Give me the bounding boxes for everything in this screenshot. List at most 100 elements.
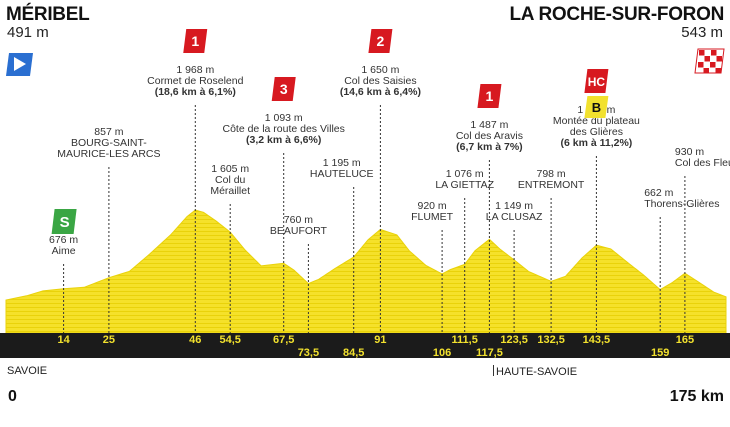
point-label: 676 m Aime (49, 234, 78, 257)
km-tick-label: 46 (189, 334, 201, 346)
climb-category-icon: 1 (477, 84, 502, 108)
climb-category-text: 3 (280, 81, 288, 97)
km-tick-label: 73,5 (298, 347, 319, 359)
point-name: Col des Aravis (456, 130, 523, 142)
point-label: 1 149 m LA CLUSAZ (486, 200, 543, 223)
point-name: LA CLUSAZ (486, 211, 543, 223)
point-name: Col du (215, 174, 246, 186)
finish-check-square (704, 56, 710, 62)
finish-check-square (699, 50, 705, 56)
point-altitude: 930 m (675, 146, 704, 158)
climb-category-text: 2 (377, 33, 385, 49)
bonus-icon: B (584, 96, 609, 118)
km-tick-label: 143,5 (583, 334, 611, 346)
sprint-flag-shape (51, 209, 77, 234)
bonus-text: B (592, 100, 601, 115)
point-name: Montée du plateau (553, 115, 640, 127)
point-altitude: 1 650 m (361, 64, 399, 76)
point-altitude: 798 m (537, 168, 566, 180)
finish-flag-icon (694, 48, 725, 74)
distance-start-label: 0 (8, 388, 17, 405)
point-altitude: 857 m (94, 126, 123, 138)
km-tick-label: 117,5 (476, 347, 503, 359)
km-tick-label: 106 (433, 347, 451, 359)
climb-detail: (3,2 km à 6,6%) (246, 134, 321, 146)
finish-check-square (703, 68, 709, 74)
point-name: MAURICE-LES ARCS (57, 148, 160, 160)
climb-detail: (6 km à 11,2%) (561, 137, 633, 149)
climb-flag-shape (584, 69, 609, 93)
point-altitude: 1 968 m (176, 64, 214, 76)
point-label: 1 605 m Col du Méraillet (210, 163, 250, 197)
start-arrow-shape (14, 57, 26, 71)
km-tick-label: 67,5 (273, 334, 294, 346)
point-label: 857 m BOURG-SAINT-MAURICE-LES ARCS (57, 126, 160, 160)
climb-detail: (18,6 km à 6,1%) (155, 86, 236, 98)
finish-check-square (715, 68, 721, 74)
point-name: des Glières (570, 126, 623, 138)
point-label: 1 093 m Côte de la route des Villes (3,2 k… (223, 112, 345, 146)
finish-town-name: LA ROCHE-SUR-FORON (509, 4, 725, 25)
finish-check-square (710, 62, 716, 68)
km-tick-label: 123,5 (500, 334, 528, 346)
region-name: HAUTE-SAVOIE (496, 366, 578, 378)
point-label: 1 968 m Cormet de Roselend (18,6 km à 6,1%… (147, 64, 243, 98)
finish-check-square (716, 56, 722, 62)
point-label: 1 076 m LA GIETTAZ (435, 168, 494, 191)
climb-category-text: 1 (486, 88, 494, 104)
point-altitude: 1 076 m (446, 168, 484, 180)
sprint-text: S (60, 214, 70, 231)
point-name: BEAUFORT (270, 225, 328, 237)
point-label: 1 487 m Col des Aravis (6,7 km à 7%) (456, 119, 523, 153)
km-tick-label: 165 (676, 334, 694, 346)
climb-flag-shape (477, 84, 502, 108)
hc-climb-icon: HC (584, 69, 609, 93)
point-name: Col des Fleuries (675, 157, 730, 169)
point-label: 920 m FLUMET (411, 200, 454, 223)
climb-detail: (6,7 km à 7%) (456, 141, 523, 153)
region-label-savoie: SAVOIE (7, 365, 48, 377)
start-town-name: MÉRIBEL (6, 4, 90, 25)
km-tick-label: 25 (103, 334, 115, 346)
distance-end-label: 175 km (669, 388, 724, 405)
point-altitude: 1 149 m (495, 200, 533, 212)
point-name: BOURG-SAINT- (71, 137, 147, 149)
point-name: FLUMET (411, 211, 454, 223)
start-altitude: 491 m (7, 24, 49, 41)
point-label: 662 m Thorens-Glières (644, 187, 719, 210)
point-altitude: 662 m (644, 187, 673, 199)
point-name: Col des Saisies (344, 75, 416, 87)
point-altitude: 1 195 m (323, 157, 361, 169)
finish-check-square (711, 50, 717, 56)
point-altitude: 1 605 m (211, 163, 249, 175)
km-tick-label: 54,5 (219, 334, 240, 346)
point-altitude: 1 093 m (265, 112, 303, 124)
climb-category-icon: 1 (183, 29, 208, 53)
point-altitude: 760 m (284, 214, 313, 226)
point-altitude: 676 m (49, 234, 78, 246)
point-label: 1 650 m Col des Saisies (14,6 km à 6,4%) (340, 64, 421, 98)
sprint-icon: S (51, 209, 77, 234)
km-tick-label: 111,5 (452, 334, 478, 346)
point-name: Côte de la route des Villes (223, 123, 345, 135)
point-name: Thorens-Glières (644, 198, 719, 210)
point-name: Aime (52, 245, 76, 257)
bonus-flag-shape (584, 96, 609, 118)
climb-flag-shape (271, 77, 296, 101)
point-name: Méraillet (210, 185, 250, 197)
km-tick-label: 84,5 (343, 347, 364, 359)
km-axis-band (0, 333, 730, 358)
climb-category-text: 1 (191, 33, 199, 49)
start-flag-icon (6, 53, 33, 76)
point-altitude: 1 487 m (470, 119, 508, 131)
climb-flag-shape (368, 29, 393, 53)
point-name: LA GIETTAZ (435, 179, 494, 191)
climb-category-text: HC (588, 75, 606, 89)
elevation-area (5, 209, 727, 334)
region-divider (493, 365, 494, 376)
km-tick-label: 14 (57, 334, 70, 346)
km-tick-label: 159 (651, 347, 669, 359)
